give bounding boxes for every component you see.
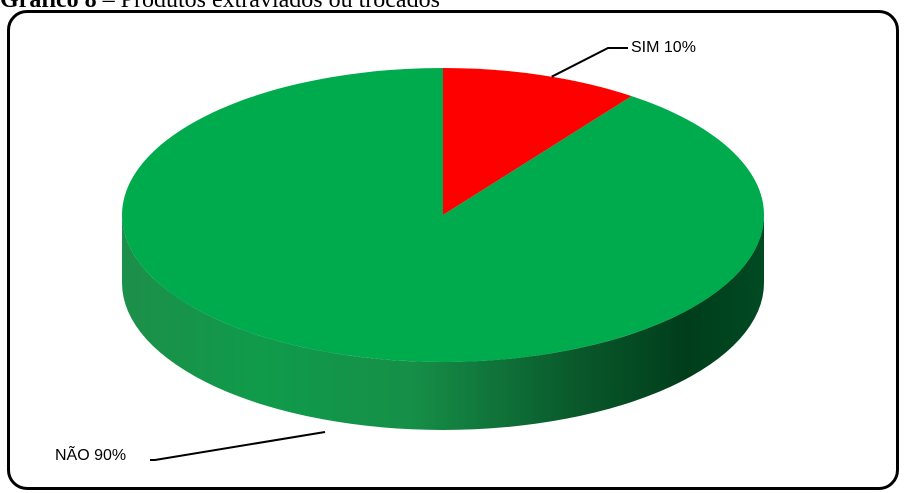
caption-number: Gráfico 8 <box>0 0 97 13</box>
caption-text: – Produtos extraviados ou trocados <box>96 0 440 13</box>
leader-line-sim <box>551 47 628 78</box>
pie-slice-sim <box>443 68 632 215</box>
data-label-sim: SIM 10% <box>631 39 696 56</box>
data-label-nao: NÃO 90% <box>55 444 126 464</box>
leader-line-nao <box>150 431 326 461</box>
chart-caption: Gráfico 8 – Produtos extraviados ou troc… <box>0 0 440 14</box>
pie-side-wall <box>122 215 764 430</box>
pie-slice-nao <box>122 68 765 362</box>
